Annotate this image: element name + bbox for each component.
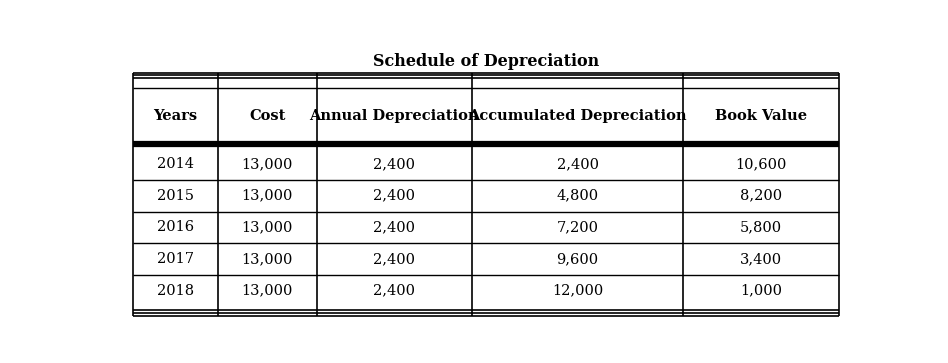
Text: 2014: 2014	[157, 157, 194, 171]
Text: Schedule of Depreciation: Schedule of Depreciation	[373, 53, 599, 70]
Text: 13,000: 13,000	[242, 284, 293, 298]
Text: 2015: 2015	[157, 189, 194, 203]
Text: 13,000: 13,000	[242, 252, 293, 266]
Text: 9,600: 9,600	[556, 252, 598, 266]
Text: 5,800: 5,800	[739, 220, 782, 234]
Text: 2,400: 2,400	[374, 252, 415, 266]
Text: Annual Depreciation: Annual Depreciation	[309, 109, 479, 123]
Text: 1,000: 1,000	[740, 284, 782, 298]
Text: Cost: Cost	[249, 109, 285, 123]
Text: Years: Years	[154, 109, 197, 123]
Text: 3,400: 3,400	[739, 252, 782, 266]
Text: 2018: 2018	[157, 284, 194, 298]
Text: 2,400: 2,400	[374, 284, 415, 298]
Text: 10,600: 10,600	[736, 157, 787, 171]
Text: 2,400: 2,400	[374, 157, 415, 171]
Text: 2,400: 2,400	[374, 189, 415, 203]
Text: Accumulated Depreciation: Accumulated Depreciation	[468, 109, 686, 123]
Text: 12,000: 12,000	[552, 284, 603, 298]
Text: 7,200: 7,200	[556, 220, 598, 234]
Text: 2,400: 2,400	[556, 157, 598, 171]
Text: 2,400: 2,400	[374, 220, 415, 234]
Text: 2016: 2016	[157, 220, 194, 234]
Text: 8,200: 8,200	[739, 189, 782, 203]
Text: 13,000: 13,000	[242, 189, 293, 203]
Text: Book Value: Book Value	[715, 109, 807, 123]
Text: 4,800: 4,800	[556, 189, 598, 203]
Text: 13,000: 13,000	[242, 220, 293, 234]
Text: 2017: 2017	[157, 252, 194, 266]
Text: 13,000: 13,000	[242, 157, 293, 171]
